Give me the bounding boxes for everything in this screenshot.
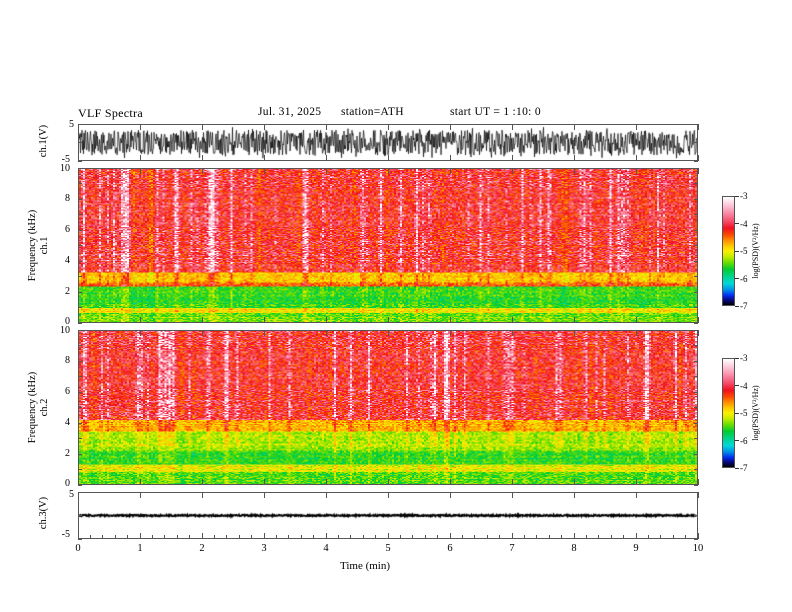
ch1-wave-ytick-bottom: -5 (61, 154, 70, 165)
ch1-wave-ytick-top: 5 (69, 119, 74, 130)
ch2-spec-axis-label-line1: ch.2 (39, 398, 50, 417)
colorbar-ch2-label: log(PSD)(V²/Hz) (751, 385, 760, 441)
ch1-spec-axis-label-line1: ch.1 (39, 236, 50, 255)
x-axis-tick-label: 5 (385, 543, 391, 554)
ch2-spec-ytick-4: 4 (65, 417, 70, 428)
ch1-spec-ytick-2: 2 (65, 286, 70, 297)
ch1-spectrogram-image (79, 169, 697, 322)
colorbar-tick-label: -4 (740, 218, 748, 229)
colorbar-tick-label: -3 (740, 191, 748, 201)
header-start-ut: start UT = 1 :10: 0 (450, 106, 541, 118)
colorbar-tick-label: -3 (740, 353, 748, 363)
colorbar-tick-label: -5 (740, 408, 748, 418)
x-axis-tick-label: 1 (137, 543, 143, 554)
ch3-wave-axis-label: ch.3(V) (38, 496, 49, 530)
colorbar-tick-label: -6 (740, 273, 748, 284)
ch1-spectrogram-panel (78, 168, 698, 323)
ch3-wave-ytick-bottom: -5 (61, 529, 70, 540)
ch1-spec-ytick-6: 6 (65, 224, 70, 235)
ch1-spec-ytick-8: 8 (65, 193, 70, 204)
ch2-spec-ytick-8: 8 (65, 355, 70, 366)
x-axis-tick-label: 4 (323, 543, 329, 554)
x-axis-tick-label: 7 (509, 543, 515, 554)
x-axis-tick-label: 6 (447, 543, 453, 554)
colorbar-tick-label: -6 (740, 435, 748, 446)
ch2-spec-ytick-10: 10 (60, 325, 70, 336)
figure-header: VLF Spectra Jul. 31, 2025 station=ATH st… (78, 106, 698, 122)
x-axis-label: Time (min) (340, 560, 391, 572)
colorbar-tick-label: -7 (740, 463, 748, 473)
ch2-spec-ytick-6: 6 (65, 386, 70, 397)
header-date: Jul. 31, 2025 (258, 106, 322, 118)
ch1-spec-axis-label-line2: Frequency (kHz) (27, 209, 38, 282)
header-station: station=ATH (341, 106, 404, 118)
header-title: VLF Spectra (78, 106, 143, 120)
ch3-waveform-trace (79, 493, 697, 538)
ch1-wave-axis-label: ch.1(V) (38, 124, 49, 158)
x-axis-tick-label: 10 (692, 543, 704, 554)
colorbar-ch1-label: log(PSD)(V²/Hz) (751, 223, 760, 279)
ch3-wave-ytick-top: 5 (69, 489, 74, 500)
ch3-waveform-panel (78, 492, 698, 539)
ch1-spec-ytick-10: 10 (60, 163, 70, 174)
x-axis-tick-label: 8 (571, 543, 577, 554)
x-axis-tick-label: 3 (261, 543, 267, 554)
ch1-waveform-panel (78, 124, 698, 161)
ch1-waveform-trace (79, 125, 697, 160)
ch2-spectrogram-image (79, 331, 697, 484)
x-axis-tick-label: 9 (633, 543, 639, 554)
x-axis-tick-label: 2 (199, 543, 205, 554)
ch1-spec-ytick-0: 0 (65, 316, 70, 327)
ch2-spec-ytick-2: 2 (65, 448, 70, 459)
x-axis-tick-label: 0 (75, 543, 81, 554)
colorbar-ch1 (722, 196, 735, 306)
colorbar-ch1-gradient (723, 197, 734, 305)
colorbar-tick-label: -5 (740, 246, 748, 256)
colorbar-tick-label: -4 (740, 380, 748, 391)
colorbar-ch2-gradient (723, 359, 734, 467)
ch2-spec-ytick-0: 0 (65, 478, 70, 489)
colorbar-tick-label: -7 (740, 301, 748, 311)
colorbar-ch2 (722, 358, 735, 468)
ch2-spec-axis-label-line2: Frequency (kHz) (27, 371, 38, 444)
ch1-spec-ytick-4: 4 (65, 255, 70, 266)
ch2-spectrogram-panel (78, 330, 698, 485)
